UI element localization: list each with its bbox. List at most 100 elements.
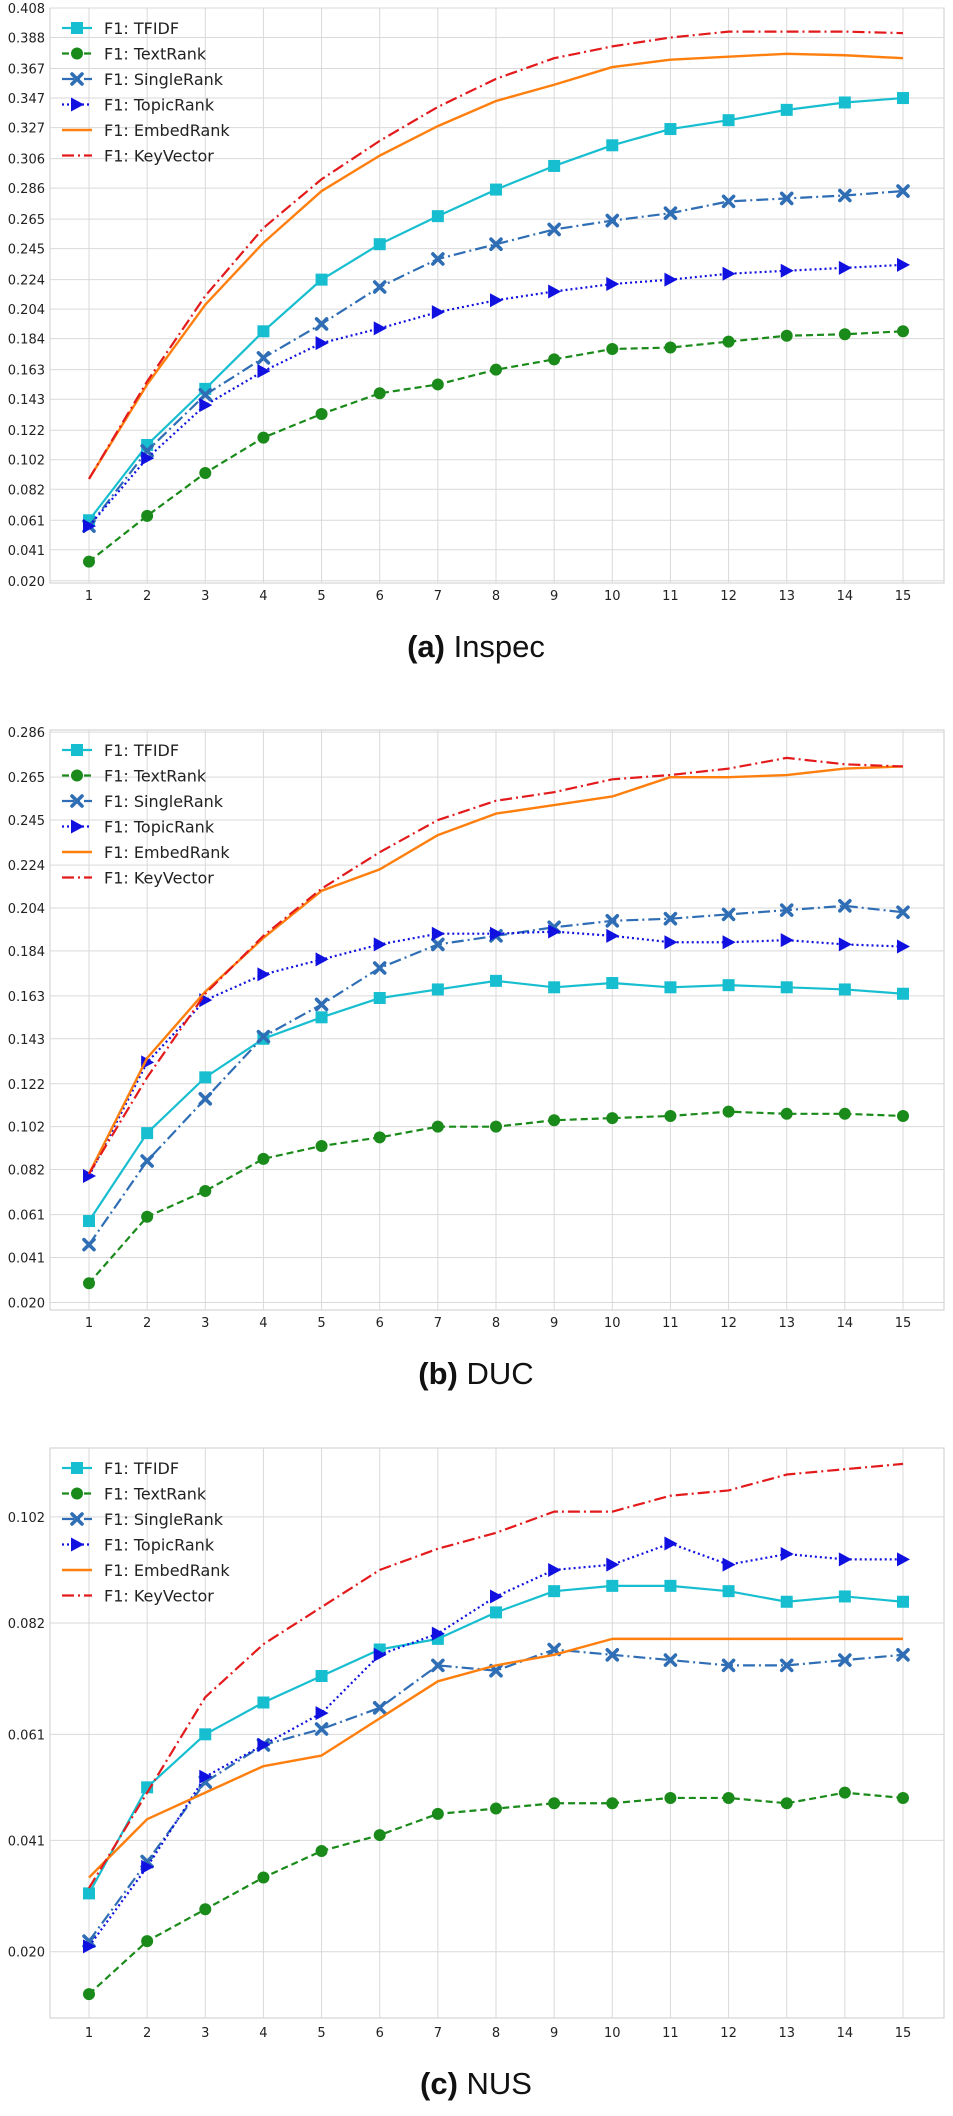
data-point-textrank	[141, 1935, 154, 1948]
y-tick-label: 0.286	[8, 182, 45, 197]
legend-label: F1: TFIDF	[104, 19, 179, 38]
data-point-singlerank	[896, 905, 910, 920]
y-tick-label: 0.388	[8, 32, 45, 47]
caption-name: NUS	[467, 2066, 532, 2101]
x-tick-label: 7	[434, 589, 442, 604]
data-point-singlerank	[372, 961, 387, 975]
y-tick-label: 0.306	[8, 153, 45, 168]
y-tick-label: 0.122	[8, 424, 45, 439]
y-tick-label: 0.143	[8, 393, 45, 408]
legend-marker	[71, 744, 83, 756]
x-tick-label: 9	[550, 589, 558, 604]
y-tick-label: 0.408	[8, 2, 45, 17]
y-tick-label: 0.265	[8, 771, 45, 786]
x-tick-label: 7	[434, 1316, 442, 1331]
data-point-textrank	[780, 1797, 793, 1810]
legend-item-keyvector: F1: KeyVector	[62, 869, 214, 888]
y-tick-label: 0.245	[8, 814, 45, 829]
x-tick-label: 13	[778, 2026, 795, 2041]
data-point-topicrank	[780, 1547, 794, 1562]
legend-item-singlerank: F1: SingleRank	[62, 792, 224, 811]
legend-label: F1: TextRank	[104, 767, 207, 786]
series-line-singlerank	[88, 1648, 904, 1942]
data-point-tfidf	[548, 981, 561, 994]
x-tick-label: 3	[201, 589, 209, 604]
legend-label: F1: EmbedRank	[104, 1561, 230, 1580]
data-point-topicrank	[838, 260, 852, 275]
legend-marker	[70, 1512, 84, 1526]
data-point-textrank	[722, 335, 735, 348]
x-tick-label: 4	[259, 589, 267, 604]
data-point-tfidf	[257, 325, 270, 338]
x-tick-label: 9	[550, 1316, 558, 1331]
data-point-topicrank	[897, 939, 910, 954]
data-point-tfidf	[664, 123, 677, 136]
series-line-embedrank	[87, 52, 904, 480]
data-point-topicrank	[373, 937, 387, 952]
data-point-topicrank	[315, 952, 329, 967]
legend-label: F1: SingleRank	[104, 1510, 224, 1529]
data-point-singlerank	[838, 899, 852, 913]
data-point-textrank	[199, 467, 212, 480]
data-point-tfidf	[897, 92, 909, 105]
y-tick-label: 0.163	[8, 364, 45, 379]
data-point-textrank	[315, 1844, 328, 1857]
data-point-topicrank	[548, 924, 562, 939]
data-point-textrank	[141, 509, 154, 522]
data-point-singlerank	[663, 911, 678, 926]
legend: F1: TFIDF F1: TextRank F1: SingleRank F1: T…	[62, 741, 230, 888]
chart-caption: (b) DUC	[418, 1356, 533, 1391]
y-tick-label: 0.061	[8, 1209, 45, 1224]
data-point-tfidf	[780, 981, 793, 994]
x-tick-label: 5	[317, 1316, 325, 1331]
plot-area	[49, 1447, 945, 2019]
data-point-textrank	[199, 1903, 212, 1916]
data-point-topicrank	[838, 937, 852, 952]
data-point-topicrank	[257, 364, 271, 379]
data-point-textrank	[431, 1120, 444, 1133]
data-point-tfidf	[490, 183, 502, 196]
data-point-singlerank	[314, 997, 329, 1012]
data-point-tfidf	[257, 1696, 270, 1709]
data-point-textrank	[606, 1797, 619, 1810]
x-tick-label: 5	[317, 589, 325, 604]
data-point-textrank	[373, 1131, 386, 1144]
legend: F1: TFIDF F1: TextRank F1: SingleRank F1: T…	[62, 19, 230, 166]
y-tick-label: 0.224	[8, 274, 45, 289]
data-point-topicrank	[606, 928, 620, 943]
legend-label: F1: TextRank	[104, 45, 207, 64]
data-point-topicrank	[373, 321, 387, 336]
data-point-singlerank	[605, 213, 620, 228]
data-point-topicrank	[490, 926, 503, 941]
legend-marker	[71, 97, 84, 112]
legend-label: F1: TopicRank	[104, 818, 215, 837]
y-tick-label: 0.061	[8, 1728, 45, 1743]
data-point-textrank	[664, 1109, 677, 1122]
data-point-textrank	[606, 1112, 619, 1125]
caption-spacer	[445, 629, 454, 664]
data-point-textrank	[141, 1210, 154, 1223]
series-keyvector	[88, 756, 904, 1175]
legend-item-textrank: F1: TextRank	[62, 45, 207, 64]
y-tick-label: 0.122	[8, 1078, 45, 1093]
data-point-singlerank	[896, 184, 910, 198]
y-tick-label: 0.224	[8, 859, 45, 874]
data-point-topicrank	[838, 1552, 852, 1567]
data-point-topicrank	[141, 451, 155, 466]
legend-item-tfidf: F1: TFIDF	[62, 19, 179, 38]
data-point-topicrank	[490, 1589, 503, 1604]
data-point-textrank	[780, 1107, 793, 1120]
data-point-tfidf	[490, 974, 502, 987]
data-point-textrank	[83, 555, 95, 568]
chart-inspec: 0.020 0.041 0.061 0.082 0.102 0.122 0.143 0.163…	[8, 2, 945, 664]
legend-marker	[71, 819, 84, 834]
series-embedrank	[87, 52, 904, 480]
data-point-textrank	[83, 1988, 95, 2001]
series-embedrank	[88, 1637, 903, 1879]
x-tick-label: 15	[895, 2026, 912, 2041]
legend-label: F1: TFIDF	[104, 741, 179, 760]
data-point-textrank	[897, 1791, 909, 1804]
x-tick-label: 10	[604, 589, 621, 604]
